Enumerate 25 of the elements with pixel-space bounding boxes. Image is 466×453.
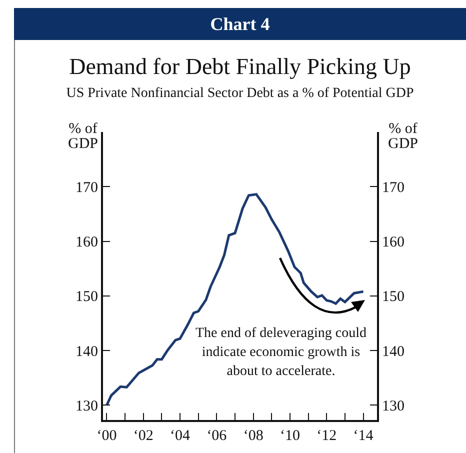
annotation: The end of deleveraging could indicate economic growth is about to accelerate. xyxy=(195,325,367,381)
y-tick-label: 150 xyxy=(76,289,98,306)
x-tick-label: ‘10 xyxy=(280,428,300,444)
y2-tick-label: 170 xyxy=(382,180,404,196)
y-tick-label: 170 xyxy=(76,180,98,196)
x-tick-label: ‘08 xyxy=(243,428,264,444)
y2-axis-title: % of GDP xyxy=(386,121,419,152)
y-tick-label: 130 xyxy=(76,398,98,414)
x-tick-label: ‘14 xyxy=(353,428,374,444)
y-axis-title: % of GDP xyxy=(66,121,99,152)
caption: Chart 4 xyxy=(14,8,466,40)
y2-tick-label: 160 xyxy=(382,234,404,251)
y-tick-label: 160 xyxy=(76,234,98,251)
y2-tick-label: 130 xyxy=(382,398,404,414)
y2-tick-label: 140 xyxy=(382,344,404,360)
x-tick-label: ‘02 xyxy=(133,428,154,444)
chart-title: Demand for Debt Finally Picking Up xyxy=(68,54,412,80)
y2-tick-label: 150 xyxy=(382,289,404,306)
line-series xyxy=(105,193,365,406)
x-tick-label: ‘04 xyxy=(170,428,191,444)
x-tick-label: ‘12 xyxy=(316,428,337,444)
x-tick-label: ‘06 xyxy=(206,428,228,444)
chart-subtitle: US Private Nonfinancial Sector Debt as a % of Potential GDP xyxy=(65,86,415,102)
y-tick-label: 140 xyxy=(76,344,98,360)
x-tick-label: ‘00 xyxy=(96,428,117,444)
